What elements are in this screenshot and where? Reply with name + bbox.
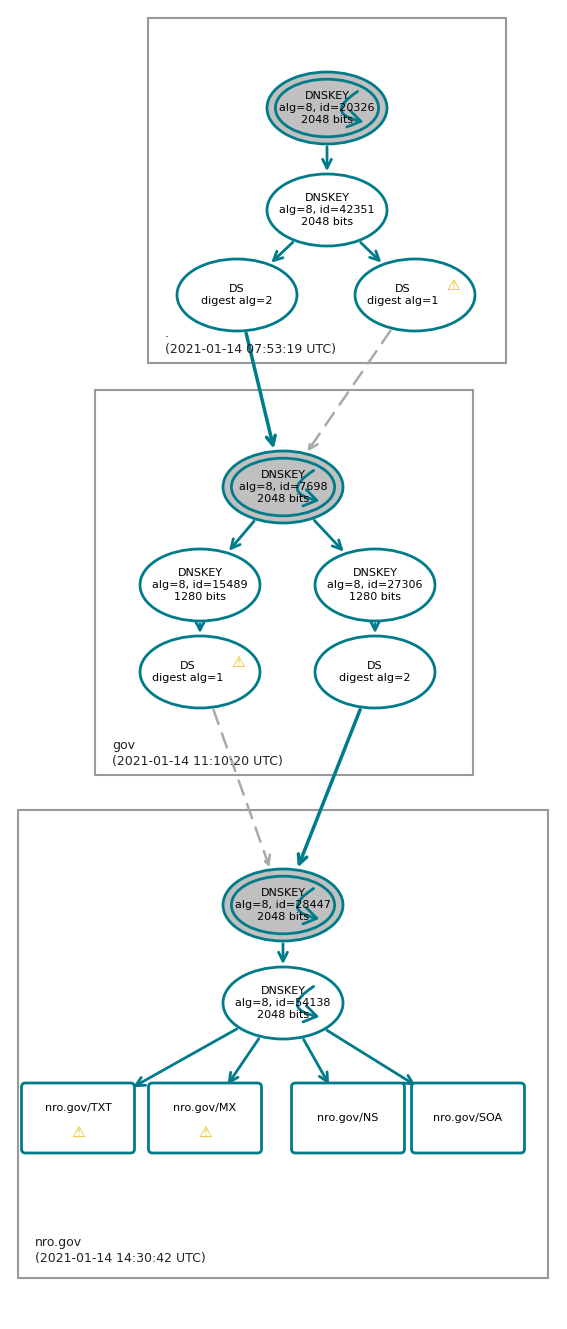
Text: nro.gov: nro.gov	[35, 1236, 82, 1249]
Text: DNSKEY
alg=8, id=42351
2048 bits: DNSKEY alg=8, id=42351 2048 bits	[280, 194, 375, 227]
Ellipse shape	[315, 637, 435, 708]
Ellipse shape	[140, 549, 260, 621]
Text: DNSKEY
alg=8, id=54138
2048 bits: DNSKEY alg=8, id=54138 2048 bits	[235, 986, 331, 1019]
Text: (2021-01-14 11:10:20 UTC): (2021-01-14 11:10:20 UTC)	[112, 755, 283, 768]
Text: ⚠: ⚠	[231, 654, 245, 670]
Ellipse shape	[276, 80, 379, 137]
FancyBboxPatch shape	[291, 1083, 404, 1154]
Text: DNSKEY
alg=8, id=15489
1280 bits: DNSKEY alg=8, id=15489 1280 bits	[152, 569, 248, 602]
Text: DS
digest alg=2: DS digest alg=2	[201, 284, 273, 306]
Ellipse shape	[231, 876, 335, 934]
Text: ⚠: ⚠	[198, 1124, 212, 1139]
Text: DNSKEY
alg=8, id=7698
2048 bits: DNSKEY alg=8, id=7698 2048 bits	[239, 470, 327, 504]
Text: nro.gov/TXT: nro.gov/TXT	[45, 1103, 111, 1112]
Text: DS
digest alg=1: DS digest alg=1	[367, 284, 439, 306]
Ellipse shape	[315, 549, 435, 621]
FancyBboxPatch shape	[149, 1083, 261, 1154]
FancyArrowPatch shape	[297, 889, 317, 924]
Text: DNSKEY
alg=8, id=20326
2048 bits: DNSKEY alg=8, id=20326 2048 bits	[280, 92, 375, 125]
Ellipse shape	[140, 637, 260, 708]
Ellipse shape	[267, 174, 387, 246]
Ellipse shape	[223, 869, 343, 941]
FancyArrowPatch shape	[341, 92, 361, 128]
Text: DS
digest alg=1: DS digest alg=1	[153, 662, 224, 683]
FancyBboxPatch shape	[18, 809, 548, 1278]
FancyArrowPatch shape	[297, 986, 317, 1022]
Text: DS
digest alg=2: DS digest alg=2	[339, 662, 411, 683]
FancyBboxPatch shape	[148, 19, 506, 363]
Ellipse shape	[223, 451, 343, 524]
FancyBboxPatch shape	[95, 389, 473, 775]
Ellipse shape	[355, 259, 475, 331]
FancyArrowPatch shape	[297, 470, 317, 506]
Text: DNSKEY
alg=8, id=27306
1280 bits: DNSKEY alg=8, id=27306 1280 bits	[327, 569, 423, 602]
Text: nro.gov/SOA: nro.gov/SOA	[433, 1112, 502, 1123]
Text: (2021-01-14 07:53:19 UTC): (2021-01-14 07:53:19 UTC)	[165, 343, 336, 356]
Text: gov: gov	[112, 739, 135, 752]
Text: ⚠: ⚠	[446, 278, 460, 292]
Text: DNSKEY
alg=8, id=28447
2048 bits: DNSKEY alg=8, id=28447 2048 bits	[235, 888, 331, 921]
FancyBboxPatch shape	[412, 1083, 524, 1154]
Text: nro.gov/NS: nro.gov/NS	[318, 1112, 379, 1123]
Ellipse shape	[267, 72, 387, 144]
Text: .: .	[165, 327, 169, 340]
FancyBboxPatch shape	[22, 1083, 134, 1154]
Ellipse shape	[223, 968, 343, 1039]
Ellipse shape	[231, 459, 335, 516]
Text: nro.gov/MX: nro.gov/MX	[174, 1103, 236, 1112]
Text: ⚠: ⚠	[71, 1124, 85, 1139]
Text: (2021-01-14 14:30:42 UTC): (2021-01-14 14:30:42 UTC)	[35, 1252, 206, 1265]
Ellipse shape	[177, 259, 297, 331]
